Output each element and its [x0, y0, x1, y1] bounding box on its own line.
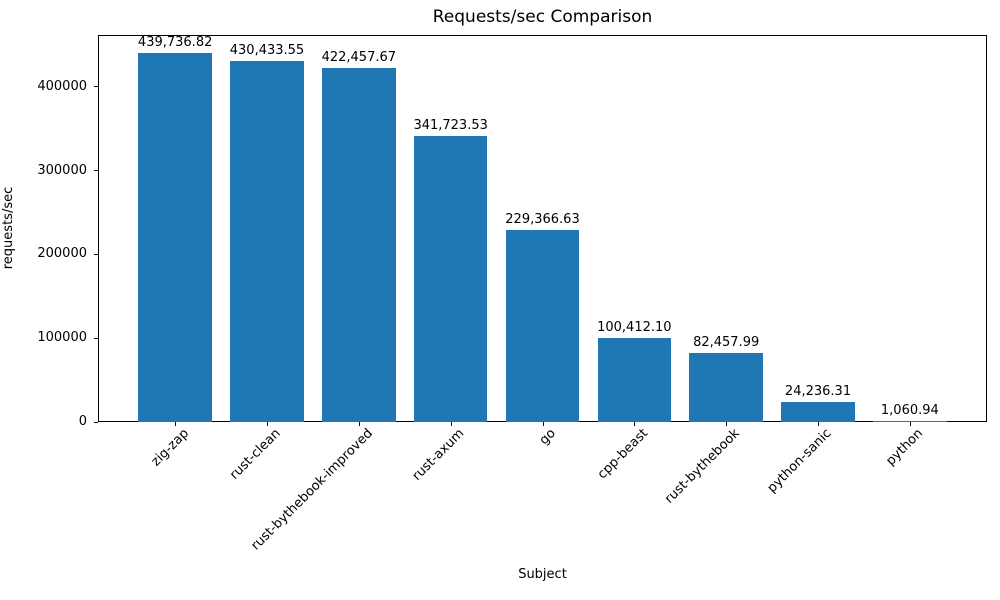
y-axis-label: requests/sec [1, 186, 16, 270]
bar-rust-axum [413, 135, 488, 422]
y-tick-mark [94, 170, 98, 172]
x-tick-mark [450, 422, 452, 426]
x-tick-label: rust-axum [409, 426, 468, 484]
bar-python [873, 421, 947, 422]
chart-title: Requests/sec Comparison [432, 7, 653, 27]
y-tick-mark [94, 86, 98, 88]
x-tick-mark [818, 422, 820, 426]
x-tick-mark [266, 422, 268, 426]
bar-value-label: 82,457.99 [693, 334, 760, 350]
x-tick-mark [634, 422, 636, 426]
x-tick-mark [909, 422, 911, 426]
x-tick-mark [175, 422, 177, 426]
bar-rust-clean [230, 61, 304, 422]
x-tick-label: cpp-beast [594, 426, 651, 483]
bar-go [505, 229, 580, 422]
x-tick-mark [726, 422, 728, 426]
y-tick-mark [94, 253, 98, 255]
x-tick-label: go [537, 426, 560, 449]
bar-value-label: 100,412.10 [597, 319, 672, 335]
bar-value-label: 439,736.82 [137, 35, 213, 51]
x-tick-label: rust-bythebook [662, 426, 743, 507]
bar-value-label: 341,723.53 [413, 117, 488, 133]
y-tick-label: 300000 [37, 162, 87, 178]
bar-value-label: 229,366.63 [505, 211, 580, 227]
bar-value-label: 430,433.55 [229, 43, 305, 59]
bar-rust-bythebook [689, 352, 763, 422]
x-tick-label: rust-clean [226, 426, 284, 483]
y-tick-label: 100000 [37, 330, 87, 346]
y-tick-mark [94, 421, 98, 423]
y-tick-mark [94, 337, 98, 339]
bar-python-sanic [781, 401, 855, 422]
x-axis-label: Subject [518, 567, 567, 582]
bar-value-label: 1,060.94 [880, 403, 939, 418]
x-tick-label: zig-zap [148, 426, 192, 470]
bar-rust-bythebook-improved [322, 67, 396, 422]
x-tick-mark [358, 422, 360, 426]
y-tick-label: 200000 [37, 246, 87, 262]
x-tick-label: python [883, 426, 927, 469]
x-tick-mark [542, 422, 544, 426]
bar-cpp-beast [597, 337, 672, 422]
bar-zig-zap [138, 53, 212, 422]
bar-value-label: 422,457.67 [321, 49, 397, 65]
y-tick-label: 400000 [37, 78, 87, 94]
y-tick-label: 0 [78, 414, 87, 429]
bar-value-label: 24,236.31 [784, 383, 852, 399]
x-tick-label: python-sanic [764, 426, 835, 496]
